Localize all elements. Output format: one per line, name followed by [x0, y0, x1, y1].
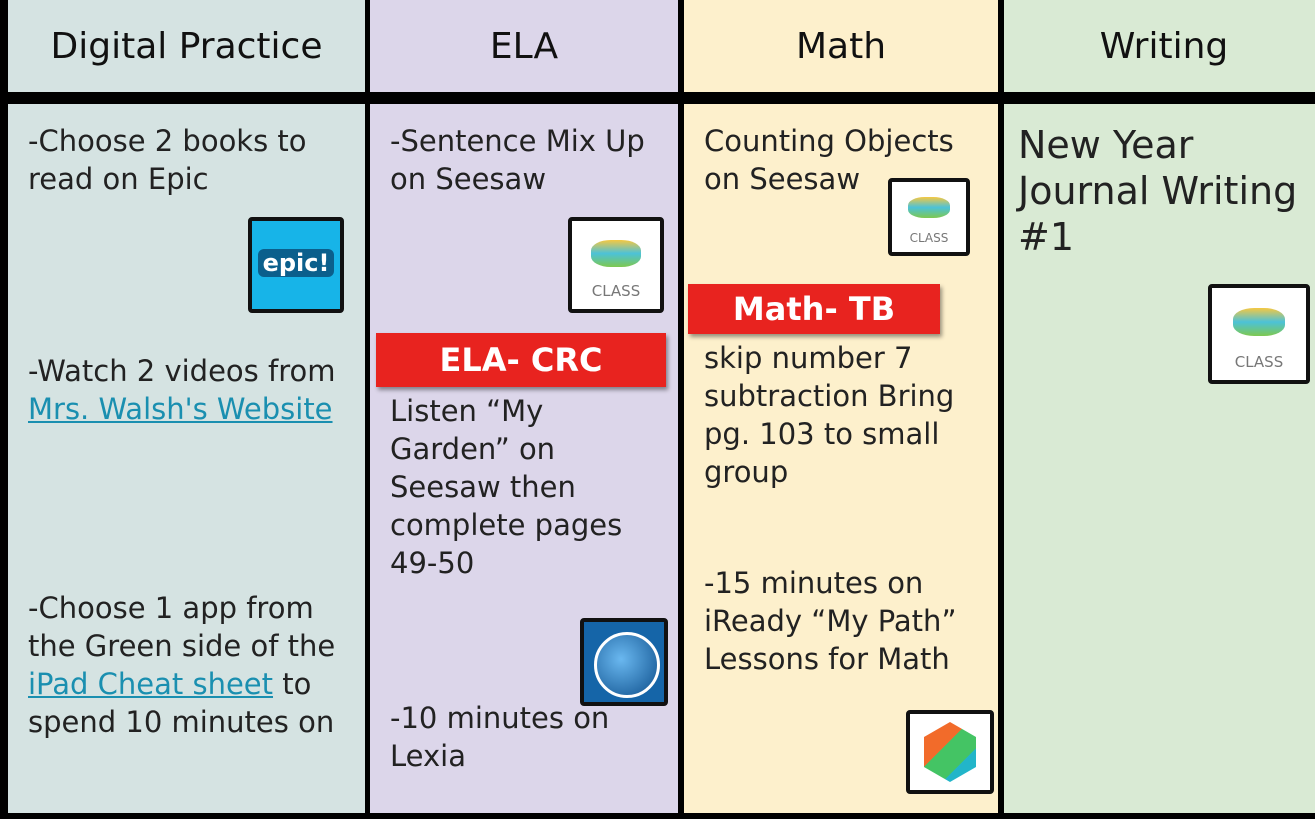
text-block: -Watch 2 videos from Mrs. Walsh's Websit…: [28, 352, 348, 428]
seesaw-logo: [1232, 308, 1286, 336]
column-header: Digital Practice: [8, 0, 365, 92]
link[interactable]: iPad Cheat sheet: [28, 667, 274, 701]
globe: [594, 632, 660, 698]
globe-icon: [580, 618, 668, 706]
column-body: New Year Journal Writing #1: [1004, 104, 1315, 813]
cube: [924, 722, 976, 782]
icon-label: epic!: [258, 249, 334, 277]
column-body: -Choose 2 books to read on Epic -Watch 2 …: [8, 104, 365, 813]
text: -Choose 1 app from the Green side of the: [28, 591, 336, 663]
text: -Sentence Mix Up on Seesaw: [390, 124, 645, 196]
seesaw-logo: [908, 197, 950, 219]
column: Digital Practice -Choose 2 books to read …: [8, 0, 365, 819]
column-body: -Sentence Mix Up on Seesaw Listen “My Gar…: [370, 104, 678, 813]
text: -Watch 2 videos from: [28, 354, 336, 388]
text-block: -Sentence Mix Up on Seesaw: [390, 122, 660, 198]
column: Math Counting Objects on Seesaw skip numbe…: [684, 0, 998, 819]
column-body: Counting Objects on Seesaw skip number 7 …: [684, 104, 998, 813]
text: Counting Objects on Seesaw: [704, 124, 954, 196]
icon-label: CLASS: [591, 282, 641, 301]
seesaw-logo: [591, 240, 641, 267]
text-block: -Choose 2 books to read on Epic: [28, 122, 348, 198]
text: Listen “My Garden” on Seesaw then comple…: [390, 394, 623, 580]
column-header: Writing: [1004, 0, 1315, 92]
column-header: ELA: [370, 0, 678, 92]
text-block: -Choose 1 app from the Green side of the…: [28, 589, 348, 741]
column-header: Math: [684, 0, 998, 92]
text: skip number 7 subtraction Bring pg. 103 …: [704, 341, 955, 489]
link[interactable]: Mrs. Walsh's Website: [28, 392, 333, 426]
text-block: -10 minutes on Lexia: [390, 699, 660, 775]
text: -Choose 2 books to read on Epic: [28, 124, 307, 196]
text: New Year Journal Writing #1: [1018, 123, 1298, 259]
text-block: -15 minutes on iReady “My Path” Lessons …: [704, 564, 994, 678]
text-block: Counting Objects on Seesaw: [704, 122, 994, 198]
text-block: Listen “My Garden” on Seesaw then comple…: [390, 392, 660, 582]
app-icon: epic!: [248, 217, 344, 313]
text: to spend 10 minutes on: [28, 667, 335, 739]
text: -10 minutes on Lexia: [390, 701, 610, 773]
cube-icon: [906, 710, 994, 794]
text: -15 minutes on iReady “My Path” Lessons …: [704, 566, 957, 676]
tag-label: Math- TB: [688, 284, 940, 334]
app-icon: CLASS: [568, 217, 664, 313]
tag-label: ELA- CRC: [376, 333, 666, 387]
icon-label: CLASS: [1234, 352, 1284, 371]
app-icon: CLASS: [888, 178, 970, 256]
text-block: New Year Journal Writing #1: [1018, 122, 1298, 260]
icon-label: CLASS: [909, 231, 949, 245]
app-icon: CLASS: [1208, 284, 1310, 384]
column: Writing New Year Journal Writing #1: [1004, 0, 1315, 819]
text-block: skip number 7 subtraction Bring pg. 103 …: [704, 339, 994, 491]
